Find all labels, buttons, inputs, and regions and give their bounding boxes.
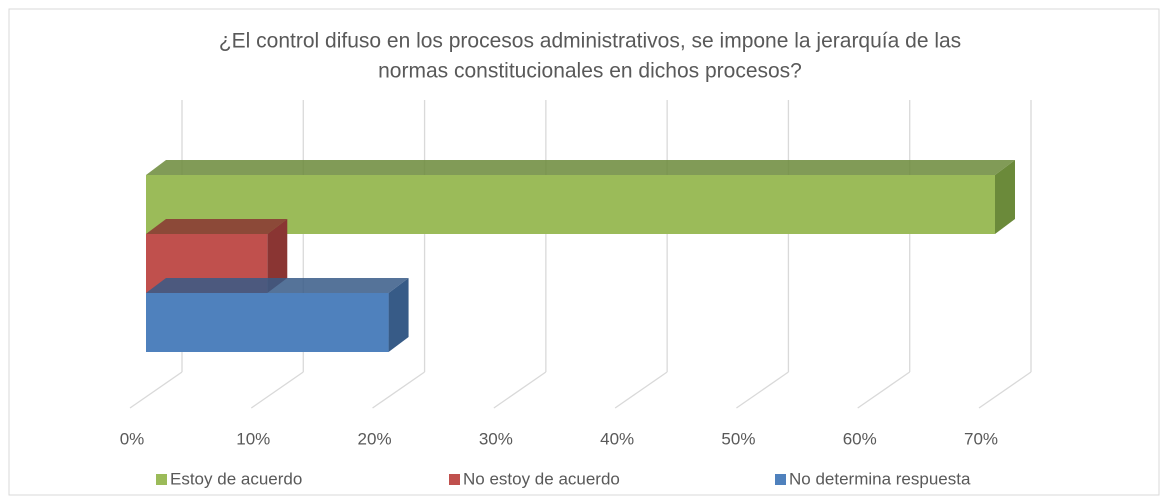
grid-line xyxy=(857,371,911,409)
bar xyxy=(146,293,389,352)
legend-label: No determina respuesta xyxy=(789,469,971,488)
chart-title: ¿El control difuso en los procesos admin… xyxy=(219,30,961,53)
legend-label: Estoy de acuerdo xyxy=(170,469,302,488)
grid-line xyxy=(736,371,789,409)
legend-swatch xyxy=(156,474,167,485)
x-tick-label: 50% xyxy=(721,429,755,448)
grid-line xyxy=(250,371,304,409)
bar-side xyxy=(995,160,1015,234)
grid-line xyxy=(978,371,1032,409)
x-tick-label: 30% xyxy=(479,429,513,448)
x-tick-label: 10% xyxy=(236,429,270,448)
bar-top xyxy=(146,160,1015,175)
bar xyxy=(146,175,995,234)
bar-top xyxy=(146,219,288,234)
bar-side xyxy=(388,278,409,352)
x-tick-label: 60% xyxy=(843,429,877,448)
grid-line xyxy=(614,371,668,409)
grid-line xyxy=(493,371,547,409)
legend-label: No estoy de acuerdo xyxy=(463,469,620,488)
x-tick-label: 0% xyxy=(120,429,145,448)
bar-side xyxy=(267,219,288,293)
x-tick-label: 20% xyxy=(358,429,392,448)
x-tick-label: 70% xyxy=(964,429,998,448)
x-tick-label: 40% xyxy=(600,429,634,448)
grid-line xyxy=(372,371,425,409)
legend-swatch xyxy=(775,474,786,485)
bar-top xyxy=(146,278,409,293)
legend-swatch xyxy=(449,474,460,485)
chart-title: normas constitucionales en dichos proces… xyxy=(378,60,802,83)
grid-line xyxy=(129,371,183,409)
